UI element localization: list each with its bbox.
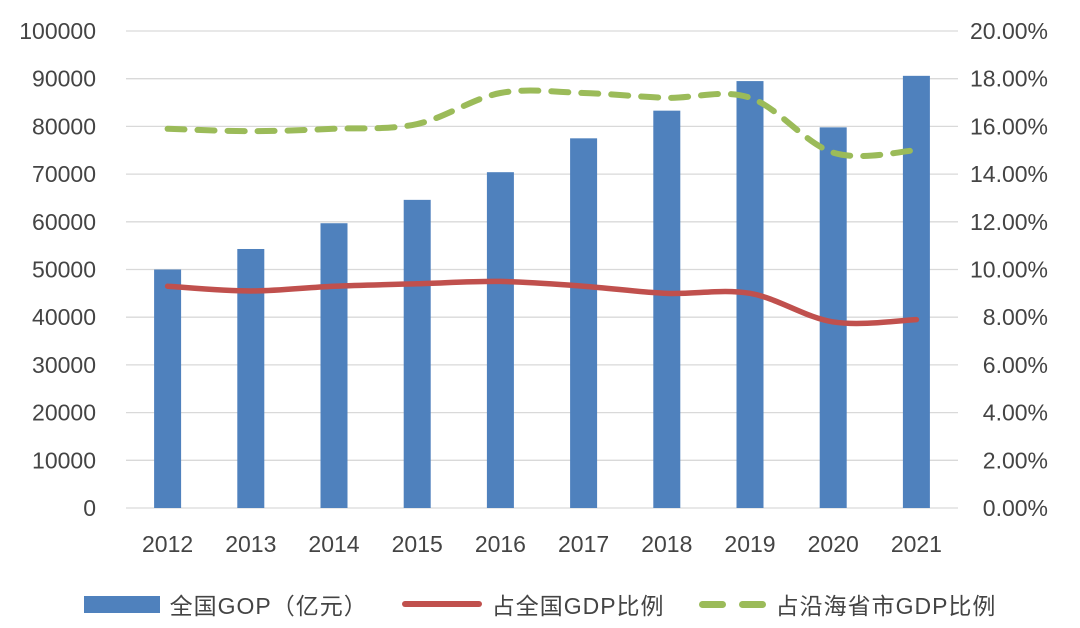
y-right-tick-label: 10.00% <box>970 257 1048 283</box>
x-tick-label-2019: 2019 <box>724 531 775 557</box>
legend-item-gop-bars: 全国GOP（亿元） <box>83 587 368 621</box>
y-left-tick-label: 90000 <box>32 66 96 92</box>
x-tick-label-2013: 2013 <box>225 531 276 557</box>
y-right-tick-label: 18.00% <box>970 66 1048 92</box>
y-right-tick-label: 14.00% <box>970 161 1048 187</box>
y-right-tick-label: 20.00% <box>970 18 1048 44</box>
x-tick-label-2015: 2015 <box>392 531 443 557</box>
line-coastal-gdp-share <box>164 87 920 160</box>
y-right-tick-label: 8.00% <box>983 304 1048 330</box>
bar-2021 <box>902 75 930 508</box>
y-right-tick-label: 12.00% <box>970 209 1048 235</box>
legend-label-coastal-share: 占沿海省市GDP比例 <box>775 593 997 619</box>
y-left-tick-label: 80000 <box>32 113 96 139</box>
y-left-tick-label: 40000 <box>32 304 96 330</box>
y-right-tick-label: 0.00% <box>983 495 1048 521</box>
x-tick-label-2020: 2020 <box>808 531 859 557</box>
y-left-tick-label: 20000 <box>32 400 96 426</box>
y-left-tick-label: 10000 <box>32 447 96 473</box>
x-tick-label-2014: 2014 <box>308 531 359 557</box>
x-axis-labels: 2012 2013 2014 2015 2016 2017 2018 2019 2020 2021 <box>142 531 942 557</box>
x-tick-label-2012: 2012 <box>142 531 193 557</box>
bar-2015 <box>403 199 431 508</box>
y-axis-right-labels: 0.00% 2.00% 4.00% 6.00% 8.00% 10.00% 12.00% 14.… <box>970 18 1048 521</box>
line-national-gdp-share <box>164 278 920 327</box>
y-left-tick-label: 60000 <box>32 209 96 235</box>
bar-2013 <box>237 248 265 508</box>
y-left-tick-label: 30000 <box>32 352 96 378</box>
y-left-tick-label: 0 <box>83 495 96 521</box>
x-tick-label-2021: 2021 <box>891 531 942 557</box>
bar-2012 <box>154 269 182 508</box>
bar-2018 <box>653 110 681 508</box>
legend-item-coastal-share: 占沿海省市GDP比例 <box>698 587 997 621</box>
legend-bar-swatch <box>83 595 160 613</box>
y-right-tick-label: 2.00% <box>983 447 1048 473</box>
legend-dashed-line-swatch <box>698 600 766 608</box>
legend-item-national-share: 占全国GDP比例 <box>401 587 665 621</box>
bar-2017 <box>570 138 598 508</box>
legend-label-gop: 全国GOP（亿元） <box>169 593 368 619</box>
gridlines <box>126 30 958 509</box>
x-tick-label-2017: 2017 <box>558 531 609 557</box>
bar-series-gop <box>154 75 930 509</box>
x-tick-label-2016: 2016 <box>475 531 526 557</box>
y-axis-left-labels: 0 10000 20000 30000 40000 50000 60000 70000 8000… <box>19 18 96 521</box>
y-left-tick-label: 100000 <box>19 18 96 44</box>
y-right-tick-label: 16.00% <box>970 113 1048 139</box>
y-right-tick-label: 4.00% <box>983 400 1048 426</box>
legend-solid-line-swatch <box>401 601 482 607</box>
chart-legend: 全国GOP（亿元） 占全国GDP比例 占沿海省市GDP比例 <box>0 584 1080 624</box>
bar-2016 <box>486 172 514 508</box>
y-right-tick-label: 6.00% <box>983 352 1048 378</box>
bar-2014 <box>320 223 348 508</box>
legend-label-national-share: 占全国GDP比例 <box>491 593 665 619</box>
y-left-tick-label: 50000 <box>32 257 96 283</box>
y-left-tick-label: 70000 <box>32 161 96 187</box>
x-tick-label-2018: 2018 <box>641 531 692 557</box>
